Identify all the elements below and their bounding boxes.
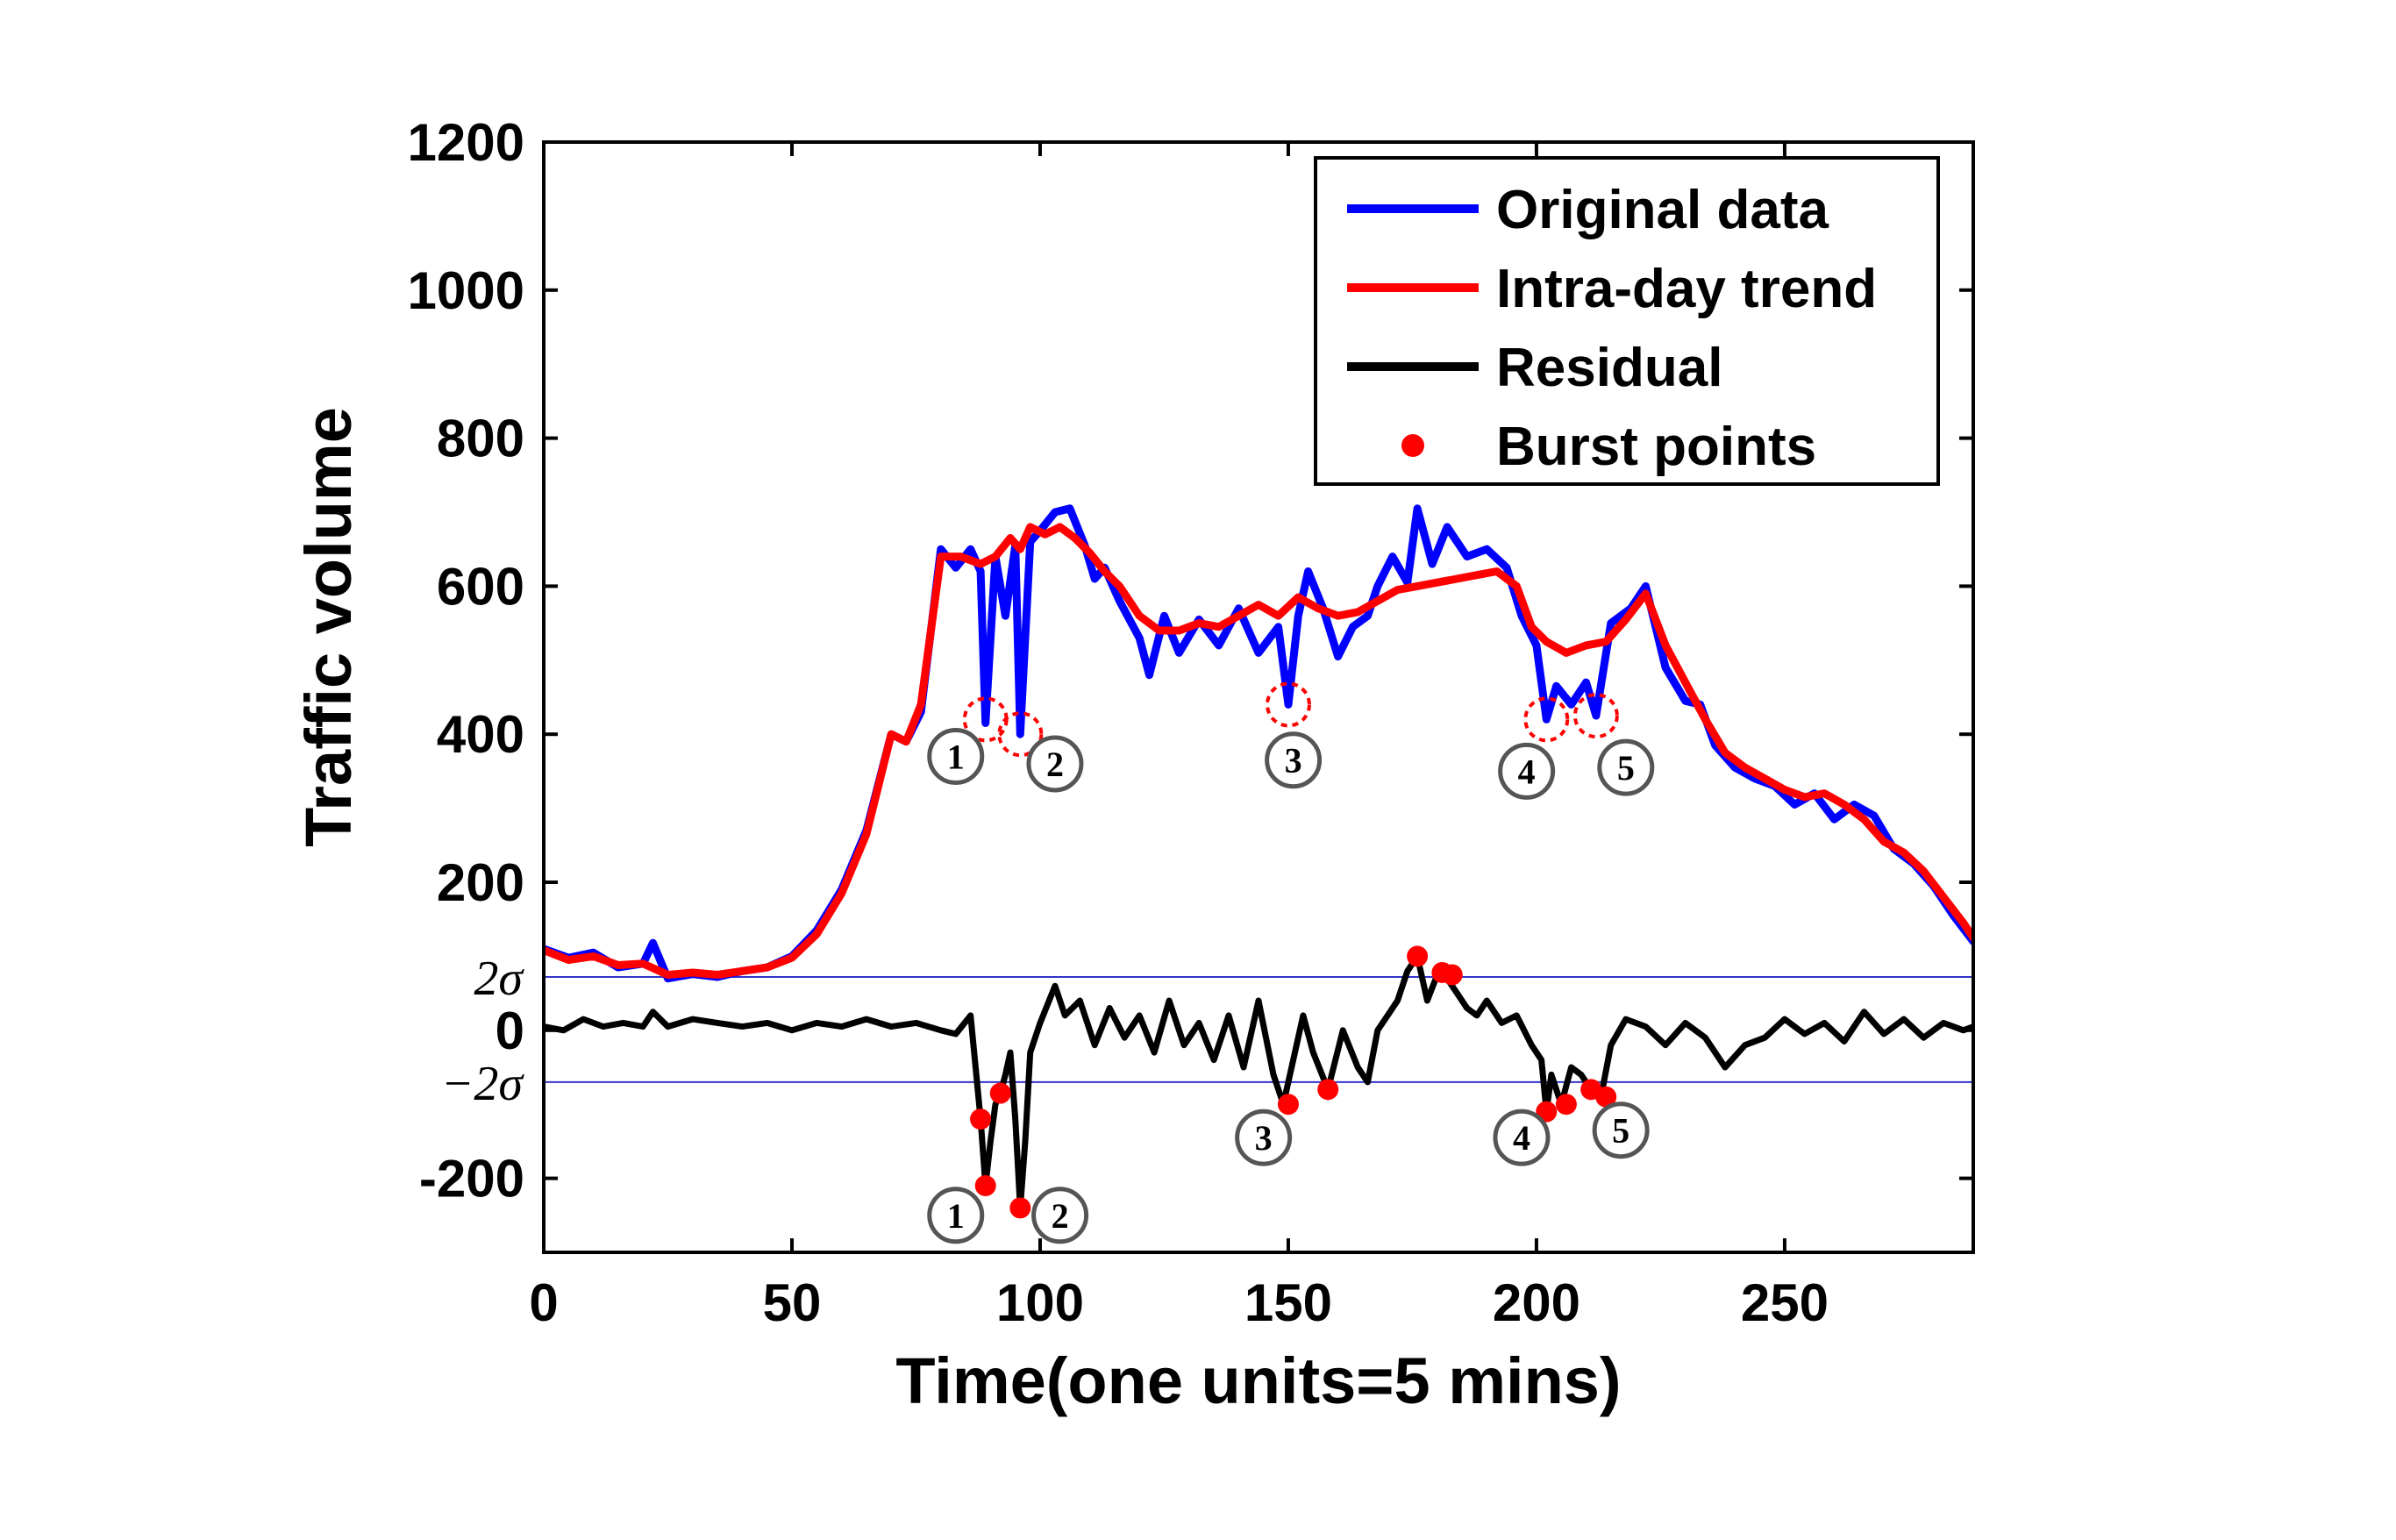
series-line-2 — [544, 523, 1973, 979]
y-tick-label-4: 600 — [437, 557, 524, 616]
burst-point-7 — [1407, 945, 1429, 967]
x-tick-label-6: 250 — [1741, 1273, 1829, 1332]
y-tick-label-2: 1000 — [408, 261, 524, 320]
callout-10: 5 — [1592, 1102, 1650, 1159]
y-tick-label-3: 800 — [437, 410, 524, 468]
sigma-label-1: 2σ — [474, 952, 524, 1006]
dashed-circle-4 — [1523, 696, 1570, 743]
callout-number-1: 1 — [947, 738, 965, 777]
legend-swatch-4 — [1401, 434, 1424, 457]
callout-7: 2 — [1031, 1187, 1089, 1244]
callout-ring-5 — [1597, 738, 1655, 796]
burst-point-2 — [974, 1175, 996, 1197]
x-axis-title: Time(one units=5 mins) — [895, 1344, 1621, 1417]
callout-ring-7 — [1031, 1187, 1089, 1244]
callout-6: 1 — [927, 1187, 985, 1244]
callout-9: 4 — [1493, 1109, 1551, 1166]
y-tick-label-8: -200 — [419, 1150, 524, 1208]
callout-ring-1 — [927, 728, 985, 786]
callout-number-2: 2 — [1046, 745, 1064, 784]
burst-point-11 — [1555, 1094, 1577, 1116]
callout-number-5: 5 — [1617, 748, 1635, 788]
x-tick-label-2: 50 — [763, 1273, 822, 1332]
callout-ring-4 — [1498, 742, 1556, 800]
burst-point-3 — [989, 1082, 1011, 1104]
callout-ring-10 — [1592, 1102, 1650, 1159]
x-tick-label-4: 150 — [1244, 1273, 1332, 1332]
legend: Original data Intra-day trend Residual Burs… — [1314, 156, 1940, 486]
legend-label-3: Residual — [1496, 338, 1722, 398]
series-line-1 — [544, 504, 1973, 983]
dashed-circle-3 — [1265, 681, 1311, 728]
callout-number-8: 3 — [1255, 1118, 1273, 1158]
burst-point-13 — [1595, 1086, 1617, 1108]
callout-number-9: 4 — [1513, 1118, 1530, 1158]
callout-1: 1 — [927, 728, 985, 786]
callout-ring-2 — [1026, 735, 1084, 793]
callout-2: 2 — [1026, 735, 1084, 793]
legend-label-4: Burst points — [1496, 417, 1816, 477]
callout-ring-9 — [1493, 1109, 1551, 1166]
burst-point-1 — [970, 1109, 992, 1130]
y-tick-label-1: 1200 — [408, 113, 524, 172]
y-axis-title: Traffic volume — [292, 407, 365, 847]
x-tick-label-1: 0 — [529, 1273, 558, 1332]
y-tick-label-7: 0 — [496, 1002, 524, 1060]
callout-ring-6 — [927, 1187, 985, 1244]
dashed-circle-5 — [1572, 693, 1619, 739]
callout-number-4: 4 — [1518, 752, 1536, 791]
annotation-layer: 1 2 3 4 5 1 2 3 4 5 — [927, 681, 1655, 1244]
callout-5: 5 — [1597, 738, 1655, 796]
y-tick-label-5: 400 — [437, 705, 524, 764]
burst-point-6 — [1317, 1079, 1339, 1101]
dashed-circle-2 — [997, 711, 1044, 758]
callout-number-10: 5 — [1612, 1111, 1629, 1151]
legend-label-1: Original data — [1496, 180, 1829, 240]
callout-ring-8 — [1235, 1109, 1293, 1166]
series-layer — [544, 504, 1973, 1211]
burst-point-4 — [1009, 1197, 1031, 1219]
callout-number-6: 1 — [947, 1196, 965, 1236]
burst-point-5 — [1277, 1094, 1299, 1116]
x-tick-label-3: 100 — [996, 1273, 1084, 1332]
plot-frame — [542, 140, 1975, 1254]
callout-ring-3 — [1265, 731, 1323, 789]
burst-point-9 — [1441, 964, 1463, 986]
callout-number-3: 3 — [1285, 741, 1302, 781]
callout-4: 4 — [1498, 742, 1556, 800]
tick-layer: 0 50 100 150 200 250 1200 1000 800 600 400 200 0 -200 — [408, 113, 1973, 1332]
callout-number-7: 2 — [1052, 1196, 1069, 1236]
legend-label-2: Intra-day trend — [1496, 259, 1877, 319]
callout-3: 3 — [1265, 731, 1323, 789]
callout-8: 3 — [1235, 1109, 1293, 1166]
x-tick-label-5: 200 — [1493, 1273, 1580, 1332]
sigma-label-2: −2σ — [441, 1057, 525, 1111]
sigma-lines: 2σ −2σ — [441, 952, 1973, 1111]
y-tick-label-6: 200 — [437, 853, 524, 912]
